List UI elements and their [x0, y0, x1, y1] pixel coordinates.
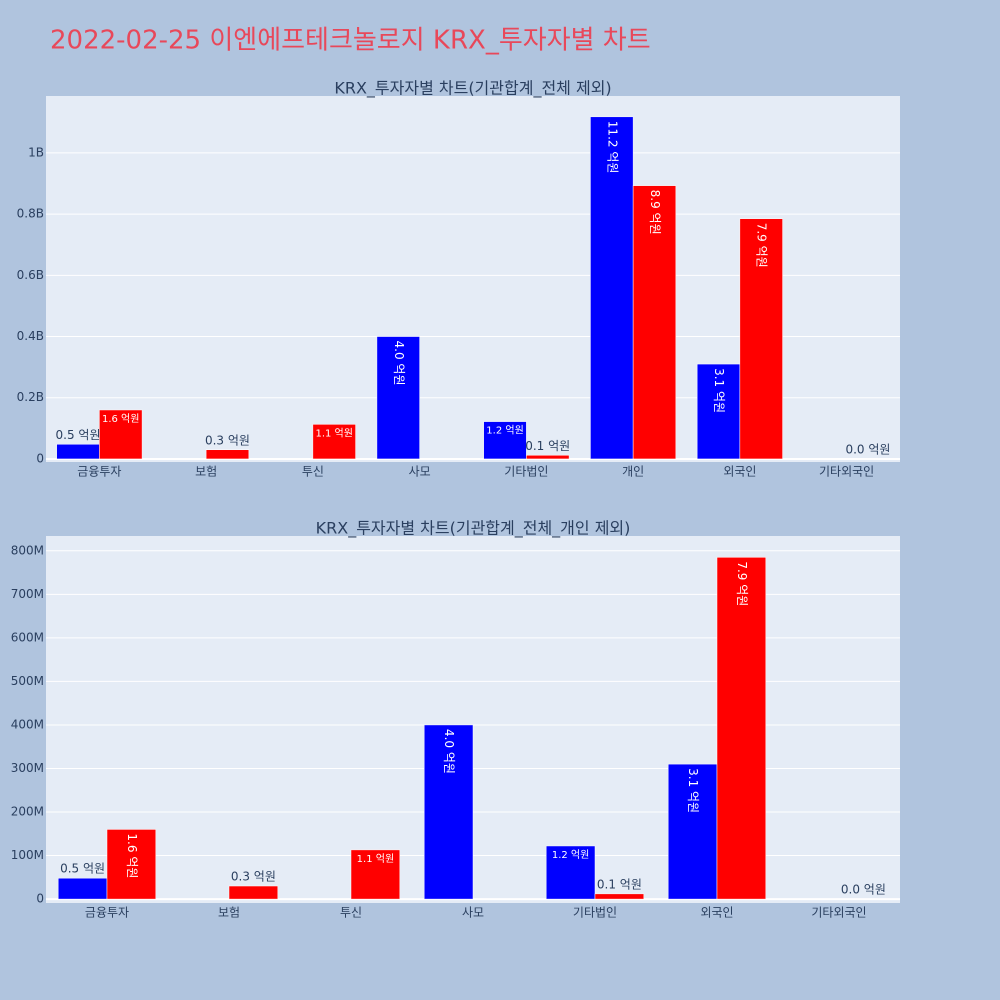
x-tick-label: 기타외국인 [819, 465, 874, 479]
y-tick-label: 0 [36, 892, 44, 906]
value-label: 0.5 억원 [56, 428, 101, 442]
bar [483, 421, 527, 460]
x-tick-label: 보험 [218, 906, 240, 920]
value-label: 0.1 억원 [597, 877, 642, 891]
y-tick-label: 1B [28, 145, 44, 159]
bar [594, 893, 645, 900]
value-label: 0.5 억원 [60, 862, 105, 876]
chart-title: KRX_투자자별 차트(기관합계_전체_개인 제외) [316, 519, 631, 539]
bar [667, 763, 718, 900]
value-label: 0.0 억원 [845, 442, 890, 456]
value-label: 0.1 억원 [525, 439, 570, 453]
x-tick-label: 기타법인 [504, 465, 548, 479]
bar [526, 455, 570, 460]
bar [423, 724, 474, 900]
x-tick-label: 투신 [340, 906, 362, 920]
x-tick-label: 투신 [302, 465, 324, 479]
value-label: 3.1 억원 [712, 368, 726, 413]
value-label: 1.1 억원 [315, 427, 352, 439]
bar [590, 116, 634, 460]
x-tick-label: 금융투자 [77, 465, 121, 479]
bar [205, 449, 250, 460]
y-tick-label: 0.4B [17, 329, 44, 343]
bar [632, 185, 677, 460]
chart-title: KRX_투자자별 차트(기관합계_전체 제외) [334, 79, 611, 99]
x-tick-label: 기타법인 [573, 906, 617, 920]
y-tick-label: 200M [11, 805, 44, 819]
value-label: 0.0 억원 [841, 883, 886, 897]
bar [716, 557, 767, 900]
bar [696, 363, 741, 460]
bar [228, 885, 279, 900]
y-tick-label: 0.6B [17, 268, 44, 282]
y-tick-label: 400M [11, 717, 44, 731]
value-label: 0.3 억원 [205, 433, 250, 447]
x-tick-label: 개인 [622, 465, 644, 479]
bar [350, 849, 401, 900]
value-label: 11.2 억원 [605, 121, 619, 174]
x-tick-label: 외국인 [700, 906, 733, 920]
value-label: 0.3 억원 [231, 870, 276, 884]
bar [312, 424, 356, 460]
value-label: 1.2 억원 [486, 425, 523, 437]
x-tick-label: 외국인 [723, 465, 756, 479]
value-label: 4.0 억원 [442, 729, 456, 774]
value-label: 7.9 억원 [755, 223, 769, 268]
value-label: 4.0 억원 [392, 341, 406, 386]
value-label: 3.1 억원 [686, 768, 700, 813]
bar [57, 877, 108, 900]
y-tick-label: 700M [11, 587, 44, 601]
page-title: 2022-02-25 이엔에프테크놀로지 KRX_투자자별 차트 [50, 26, 651, 56]
x-tick-label: 사모 [409, 465, 431, 479]
x-tick-label: 기타외국인 [811, 906, 866, 920]
y-tick-label: 100M [11, 848, 44, 862]
bar [739, 218, 783, 460]
value-label: 1.6 억원 [102, 413, 139, 425]
y-tick-label: 0.8B [17, 207, 44, 221]
y-tick-label: 600M [11, 630, 44, 644]
value-label: 1.2 억원 [552, 849, 589, 861]
value-label: 8.9 억원 [648, 190, 662, 235]
y-tick-label: 0.2B [17, 390, 44, 404]
bar [56, 444, 100, 460]
bar [106, 829, 157, 900]
y-tick-label: 0 [36, 451, 44, 465]
x-tick-label: 보험 [195, 465, 217, 479]
bar [99, 409, 143, 460]
value-label: 1.6 억원 [125, 833, 139, 878]
x-tick-label: 사모 [462, 906, 484, 920]
bar [376, 336, 420, 460]
y-tick-label: 300M [11, 761, 44, 775]
x-tick-label: 금융투자 [85, 906, 129, 920]
value-label: 7.9 억원 [735, 561, 749, 606]
y-tick-label: 500M [11, 674, 44, 688]
value-label: 1.1 억원 [357, 853, 394, 865]
bar [545, 845, 596, 900]
y-tick-label: 800M [11, 543, 44, 557]
